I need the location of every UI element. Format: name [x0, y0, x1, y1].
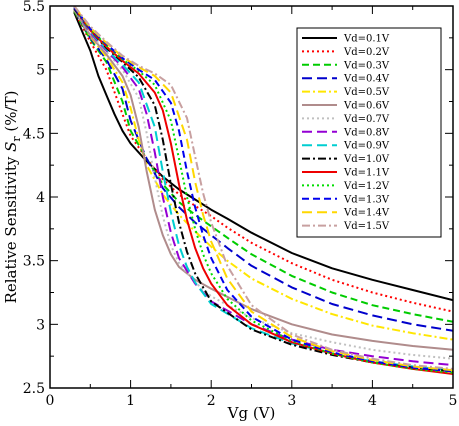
y-tick-label: 4.5	[23, 126, 45, 142]
legend-entry: Vd=0.1V	[343, 34, 390, 45]
series-line-4	[73, 9, 453, 332]
x-tick-label: 2	[207, 393, 216, 409]
x-tick-label: 1	[126, 393, 135, 409]
series-line-7	[73, 7, 453, 360]
y-axis-label-unit: (%/T)	[2, 91, 20, 137]
series-line-8	[73, 7, 453, 367]
legend-entry: Vd=0.2V	[343, 47, 390, 58]
y-axis-label-main: Relative Sensitivity	[2, 152, 20, 304]
legend-entry: Vd=0.9V	[343, 141, 390, 152]
series-line-13	[73, 6, 453, 373]
y-axis-label-symbol: S	[2, 142, 20, 152]
legend-entry: Vd=0.8V	[343, 127, 390, 138]
y-tick-label: 5	[36, 63, 45, 79]
legend: Vd=0.1V Vd=0.2V Vd=0.3V Vd=0.4V Vd=0.5V Vd=0.…	[296, 27, 442, 238]
legend-entry: Vd=0.5V	[343, 87, 390, 98]
x-tick-label: 5	[449, 393, 458, 409]
legend-entry: Vd=1.4V	[343, 208, 390, 219]
series-line-6	[73, 9, 453, 351]
x-axis-label: Vg (V)	[227, 404, 276, 422]
series-line-3	[73, 10, 453, 323]
y-tick-label: 2.5	[23, 381, 45, 397]
legend-entry: Vd=1.0V	[343, 154, 390, 165]
series-line-1	[73, 12, 453, 302]
series-line-12	[73, 6, 453, 374]
y-tick-label: 5.5	[23, 0, 45, 15]
x-tick-label: 4	[368, 393, 377, 409]
series-line-15	[73, 6, 453, 370]
series-layer	[73, 6, 453, 375]
x-tick-label: 3	[287, 393, 296, 409]
legend-entry: Vd=1.3V	[343, 194, 390, 205]
y-axis-label-sub: r	[10, 136, 23, 142]
y-tick-label: 3	[36, 317, 45, 333]
x-tick-label: 0	[46, 393, 55, 409]
legend-entry: Vd=0.4V	[343, 74, 390, 85]
legend-entry: Vd=0.6V	[343, 101, 390, 112]
y-tick-label: 3.5	[23, 254, 45, 270]
legend-entry: Vd=0.7V	[343, 114, 390, 125]
legend-entry: Vd=0.3V	[343, 60, 390, 71]
legend-entry: Vd=1.2V	[343, 181, 390, 192]
legend-entry: Vd=1.1V	[343, 168, 390, 179]
legend-entry: Vd=1.5V	[343, 221, 390, 232]
ticks-layer: 0 1 2 3 4 5 2.5 3 3.5 4 4.5 5 5.5	[23, 0, 458, 409]
y-axis-label: Relative Sensitivity Sr (%/T)	[2, 91, 23, 304]
series-line-11	[73, 6, 453, 375]
y-tick-label: 4	[36, 190, 45, 206]
